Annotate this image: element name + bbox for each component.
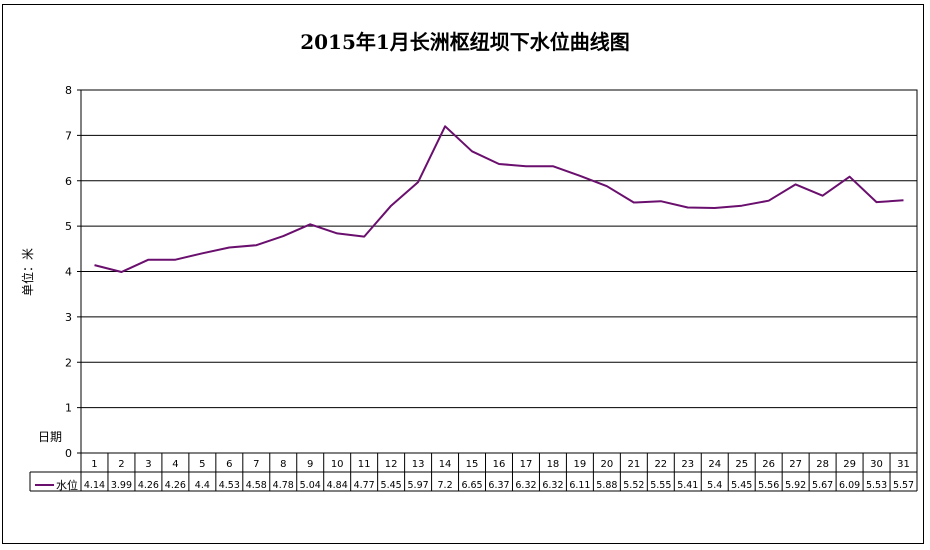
data-value-label: 4.84 (327, 480, 348, 491)
y-tick-label: 0 (65, 447, 72, 460)
data-value-label: 4.58 (246, 480, 267, 491)
x-tick-label: 7 (253, 459, 259, 470)
x-tick-label: 8 (280, 459, 286, 470)
x-tick-label: 19 (574, 459, 587, 470)
y-tick-label: 6 (65, 175, 72, 188)
data-value-label: 4.4 (195, 480, 210, 491)
series-line (94, 125, 904, 273)
data-value-label: 5.88 (596, 480, 617, 491)
x-axis-label: 日期 (38, 430, 62, 444)
data-value-label: 5.53 (866, 480, 887, 491)
data-value-label: 4.77 (354, 480, 375, 491)
x-tick-label: 18 (547, 459, 560, 470)
data-value-label: 4.78 (273, 480, 294, 491)
x-tick-label: 15 (466, 459, 479, 470)
data-value-label: 3.99 (111, 480, 132, 491)
data-value-label: 4.26 (165, 480, 186, 491)
y-tick-label: 8 (65, 84, 72, 97)
data-value-label: 5.97 (408, 480, 429, 491)
y-tick-label: 5 (65, 220, 72, 233)
data-value-label: 5.52 (623, 480, 644, 491)
data-value-label: 5.55 (650, 480, 671, 491)
data-value-label: 6.09 (839, 480, 860, 491)
data-value-label: 5.4 (707, 480, 722, 491)
x-tick-label: 31 (897, 459, 910, 470)
x-tick-label: 12 (385, 459, 398, 470)
x-tick-label: 29 (843, 459, 856, 470)
x-tick-label: 26 (762, 459, 775, 470)
x-tick-label: 16 (493, 459, 506, 470)
data-value-label: 5.67 (812, 480, 833, 491)
data-value-label: 5.41 (677, 480, 698, 491)
data-value-label: 5.45 (731, 480, 752, 491)
data-value-label: 4.53 (219, 480, 240, 491)
y-tick-label: 2 (65, 356, 72, 369)
x-tick-label: 28 (816, 459, 829, 470)
data-value-label: 5.57 (893, 480, 914, 491)
y-axis-ticks: 0 1 2 3 4 5 6 7 8 (65, 84, 72, 460)
x-tick-label: 1 (91, 459, 97, 470)
x-tick-label: 22 (654, 459, 667, 470)
data-value-label: 6.32 (542, 480, 563, 491)
x-tick-label: 14 (439, 459, 452, 470)
x-tick-label: 21 (627, 459, 640, 470)
x-tick-label: 6 (226, 459, 232, 470)
y-tick-label: 3 (65, 311, 72, 324)
data-value-label: 6.32 (515, 480, 536, 491)
data-value-label: 5.92 (785, 480, 806, 491)
x-tick-label: 30 (870, 459, 883, 470)
chart-title: 2015年1月长洲枢纽坝下水位曲线图 (300, 30, 630, 54)
x-tick-label: 27 (789, 459, 802, 470)
data-value-label: 7.2 (438, 480, 453, 491)
x-tick-label: 3 (145, 459, 151, 470)
y-tick-label: 7 (65, 129, 72, 142)
chart-frame (2, 4, 924, 544)
data-value-label: 4.14 (84, 480, 105, 491)
x-tick-label: 23 (681, 459, 694, 470)
legend-label: 水位 (56, 478, 78, 492)
data-value-label: 6.37 (488, 480, 509, 491)
data-value-label: 5.04 (300, 480, 321, 491)
data-value-label: 4.26 (138, 480, 159, 491)
series-layer (94, 125, 904, 273)
data-table: 1 2 3 4 5 6 7 8 9 10 11 12 13 14 15 16 17 18 19 20 21 22 23 24 2… (29, 453, 918, 492)
x-tick-label: 20 (601, 459, 614, 470)
y-tick-label: 4 (65, 266, 72, 279)
x-tick-label: 10 (331, 459, 344, 470)
data-value-label: 6.11 (569, 480, 590, 491)
x-tick-label: 5 (199, 459, 205, 470)
y-axis-label: 单位：米 (20, 248, 35, 296)
data-value-label: 5.56 (758, 480, 779, 491)
x-tick-label: 17 (520, 459, 533, 470)
x-tick-label: 9 (307, 459, 313, 470)
data-value-label: 6.65 (461, 480, 482, 491)
x-tick-label: 2 (118, 459, 124, 470)
gridlines (77, 89, 918, 454)
x-tick-label: 4 (172, 459, 178, 470)
x-tick-label: 13 (412, 459, 425, 470)
data-value-label: 5.45 (381, 480, 402, 491)
x-tick-label: 11 (358, 459, 371, 470)
x-tick-label: 24 (708, 459, 721, 470)
y-tick-label: 1 (65, 402, 72, 415)
x-tick-label: 25 (735, 459, 748, 470)
